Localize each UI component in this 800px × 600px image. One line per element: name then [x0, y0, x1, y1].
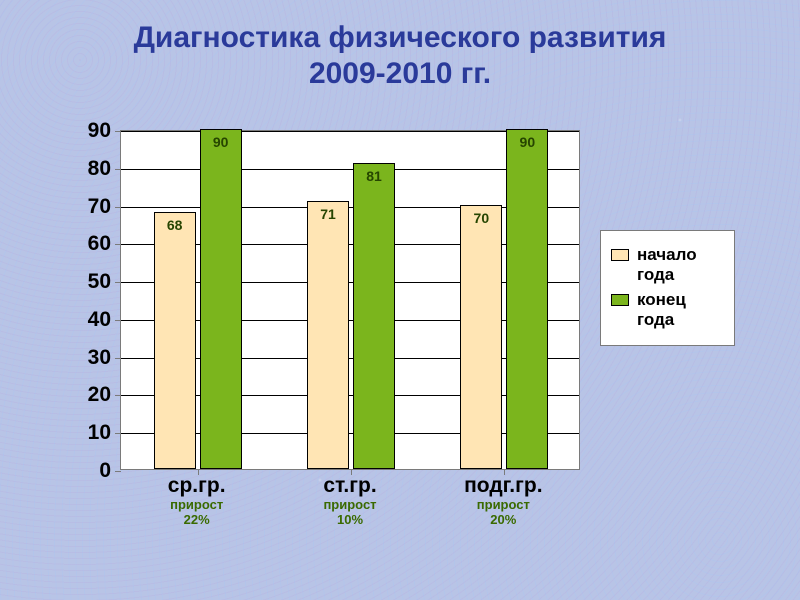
bar: 90 — [506, 129, 548, 469]
x-axis-label: ст.гр. — [323, 474, 376, 498]
legend-item: началогода — [611, 245, 724, 284]
x-label-group: подг.гр.прирост20% — [464, 474, 542, 528]
bar-value-label: 70 — [461, 210, 501, 226]
bar: 71 — [307, 201, 349, 469]
y-axis-label: 20 — [88, 383, 111, 407]
bar-value-label: 90 — [201, 134, 241, 150]
plot-area: 0102030405060708090689071817090 — [120, 130, 580, 470]
legend-swatch — [611, 294, 629, 306]
y-tick — [115, 358, 121, 359]
title-line-1: Диагностика физического развития — [134, 21, 667, 54]
y-tick — [115, 471, 121, 472]
x-axis-sublabel: прирост — [464, 498, 542, 513]
x-axis-sublabel: прирост — [323, 498, 376, 513]
legend-swatch — [611, 249, 629, 261]
y-tick — [115, 433, 121, 434]
bar-value-label: 90 — [507, 134, 547, 150]
y-axis-label: 30 — [88, 346, 111, 370]
y-axis-label: 40 — [88, 308, 111, 332]
chart-container: 0102030405060708090689071817090 ср.гр.пр… — [60, 120, 740, 550]
x-axis-sublabel: 20% — [464, 513, 542, 528]
x-axis-label: подг.гр. — [464, 474, 542, 498]
bar: 90 — [200, 129, 242, 469]
y-tick — [115, 282, 121, 283]
bar-value-label: 81 — [354, 168, 394, 184]
legend-label: началогода — [637, 245, 697, 284]
bar: 68 — [154, 212, 196, 469]
bar: 70 — [460, 205, 502, 469]
y-axis-label: 90 — [88, 119, 111, 143]
y-axis-label: 0 — [99, 459, 111, 483]
legend-label: конецгода — [637, 290, 686, 329]
x-axis-sublabel: 10% — [323, 513, 376, 528]
y-tick — [115, 131, 121, 132]
y-tick — [115, 207, 121, 208]
bar-value-label: 71 — [308, 206, 348, 222]
bar-value-label: 68 — [155, 217, 195, 233]
title-line-2: 2009-2010 гг. — [309, 57, 491, 90]
y-axis-label: 60 — [88, 232, 111, 256]
y-axis-label: 70 — [88, 195, 111, 219]
y-axis-label: 50 — [88, 270, 111, 294]
x-label-group: ср.гр.прирост22% — [168, 474, 226, 528]
bar: 81 — [353, 163, 395, 469]
x-axis-sublabel: прирост — [168, 498, 226, 513]
page-title: Диагностика физического развития 2009-20… — [0, 20, 800, 92]
legend: началогода конецгода — [600, 230, 735, 346]
x-label-group: ст.гр.прирост10% — [323, 474, 376, 528]
x-axis-label: ср.гр. — [168, 474, 226, 498]
legend-item: конецгода — [611, 290, 724, 329]
x-axis-sublabel: 22% — [168, 513, 226, 528]
y-axis-label: 80 — [88, 157, 111, 181]
y-tick — [115, 320, 121, 321]
y-tick — [115, 395, 121, 396]
y-tick — [115, 169, 121, 170]
y-axis-label: 10 — [88, 421, 111, 445]
y-tick — [115, 244, 121, 245]
